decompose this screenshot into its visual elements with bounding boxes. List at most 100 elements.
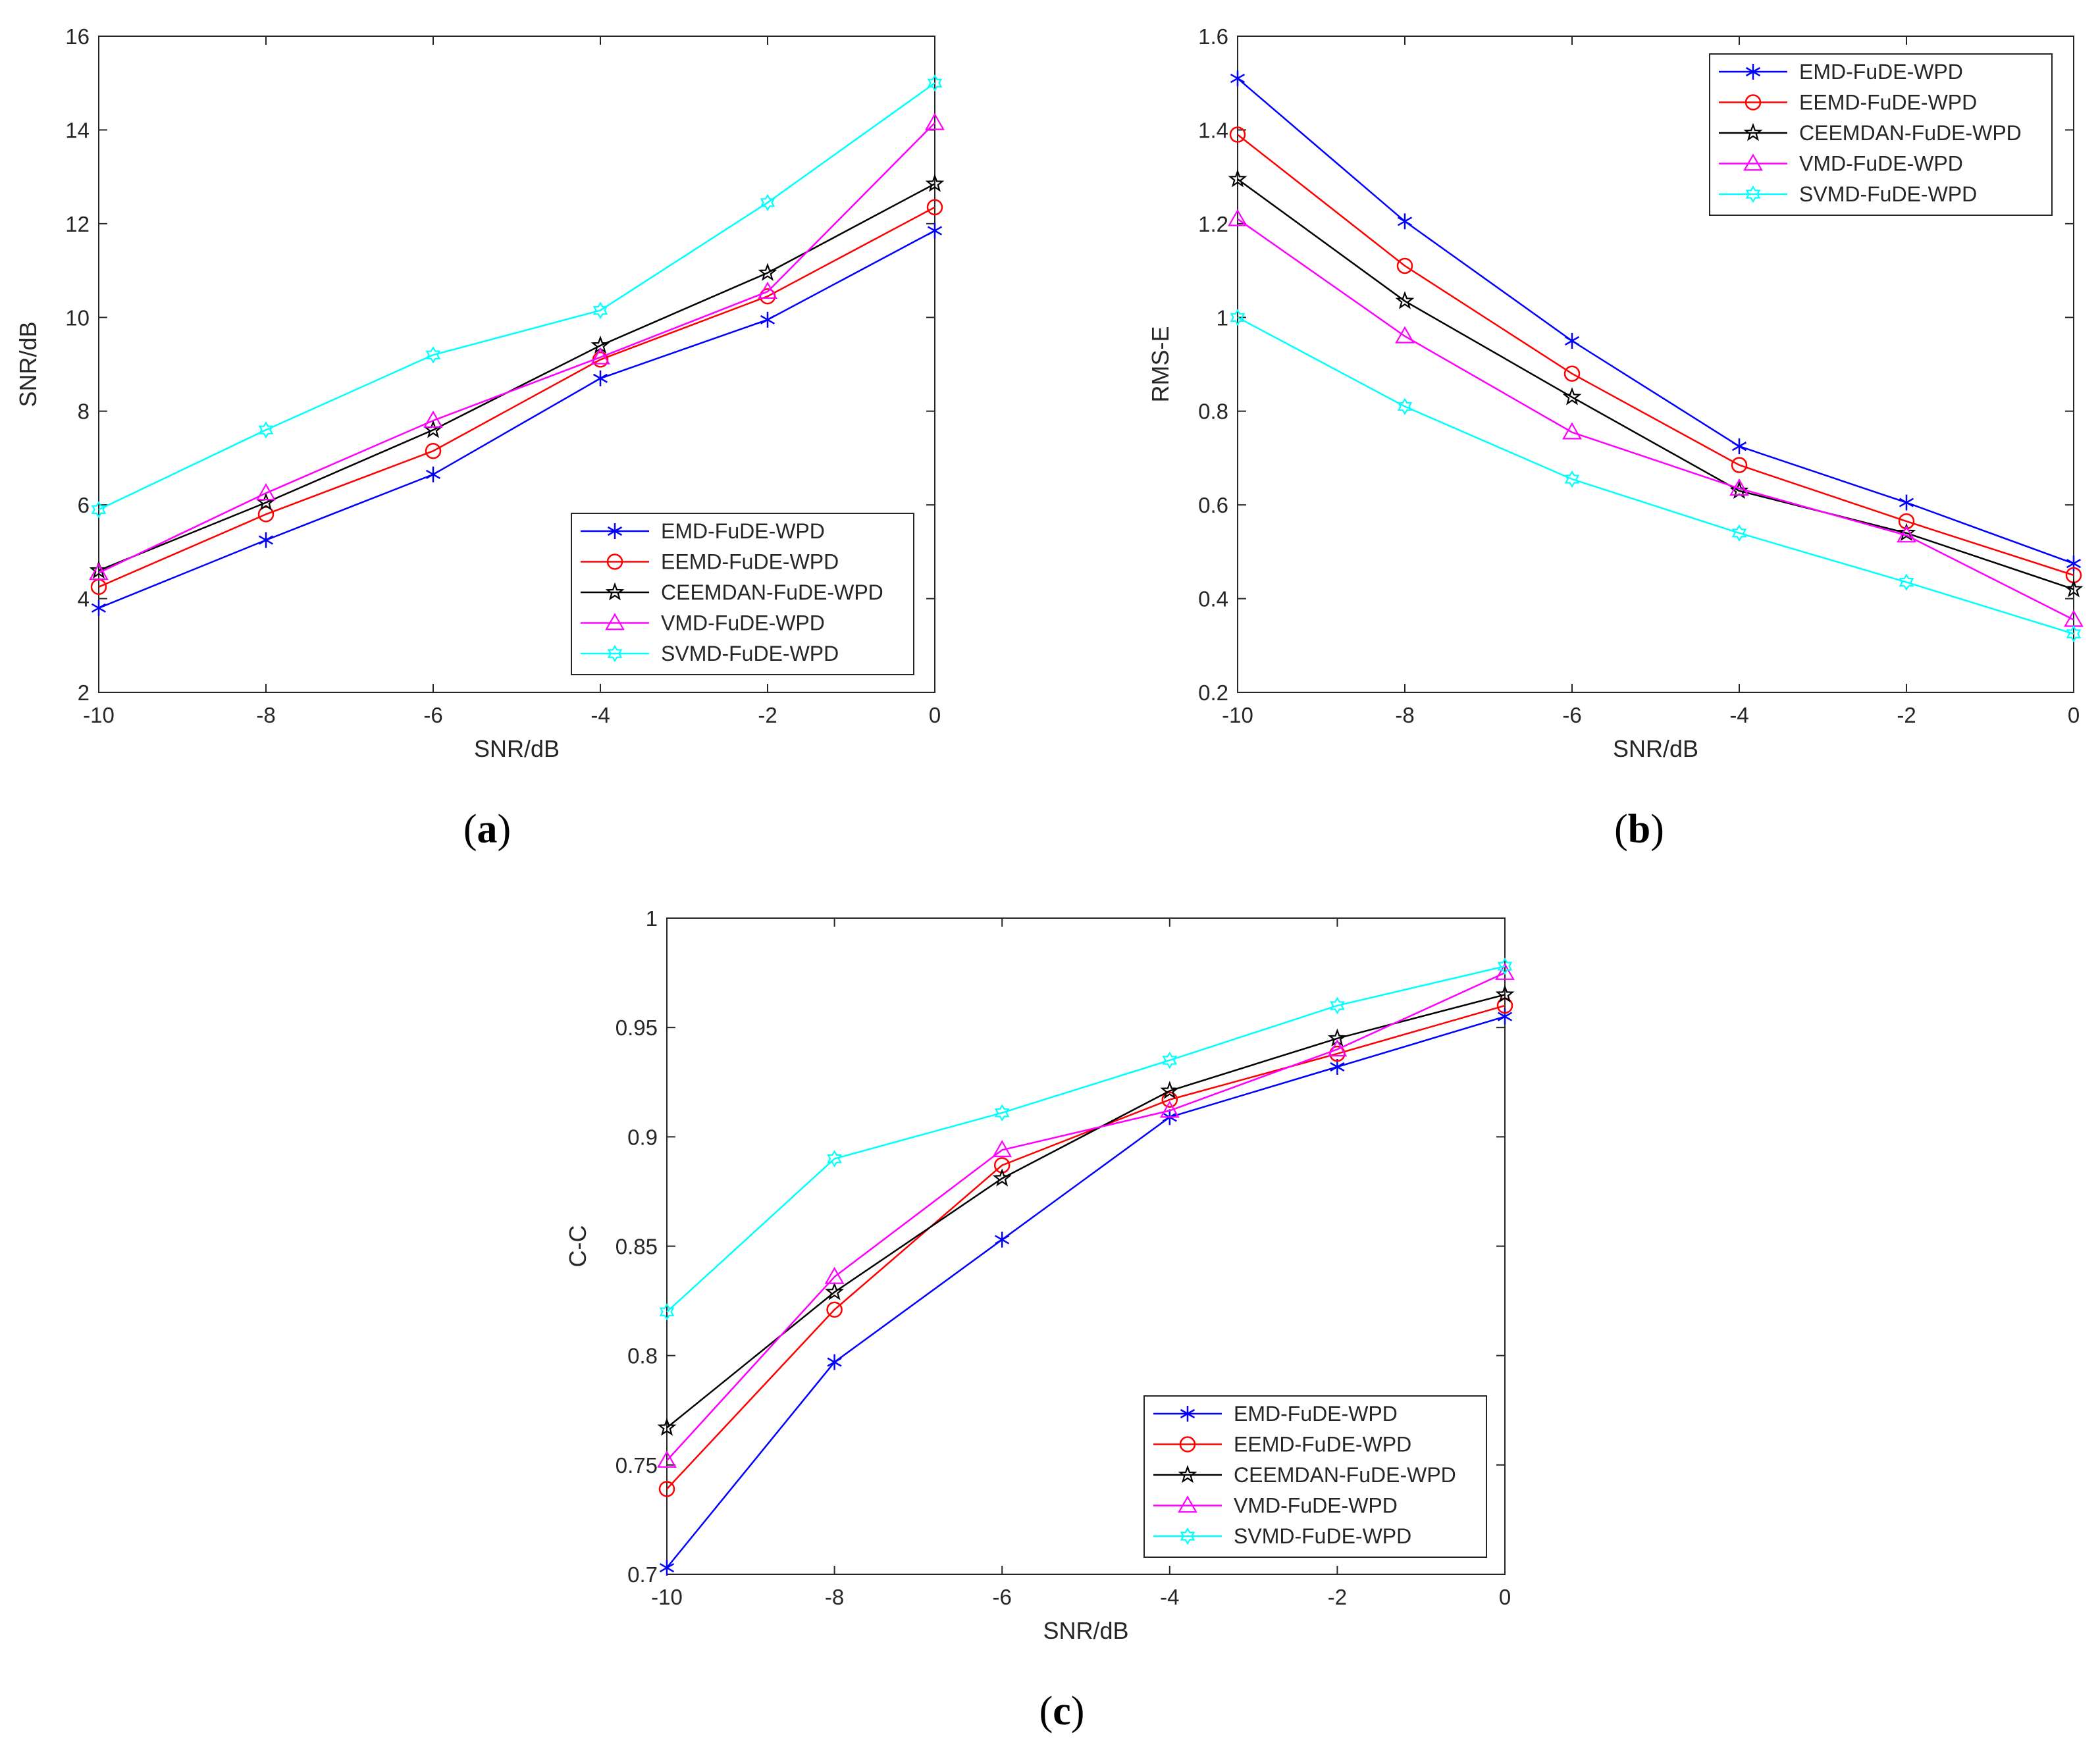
series-line bbox=[666, 971, 1506, 1462]
data-point bbox=[657, 1418, 677, 1436]
y-tick-label: 12 bbox=[65, 212, 90, 236]
data-point bbox=[1160, 1081, 1180, 1099]
data-point bbox=[1899, 494, 1914, 511]
y-tick-label: 0.8 bbox=[1198, 399, 1228, 424]
data-point bbox=[1397, 213, 1413, 230]
legend-label: EEMD-FuDE-WPD bbox=[1799, 91, 1977, 115]
data-point bbox=[1562, 387, 1582, 405]
legend-marker bbox=[605, 613, 625, 631]
y-tick-label: 16 bbox=[65, 24, 90, 49]
data-point bbox=[758, 263, 777, 281]
x-axis-label: SNR/dB bbox=[1043, 1617, 1128, 1644]
legend: EMD-FuDE-WPD EEMD-FuDE-WPD CEEMDAN-FuDE-WP… bbox=[571, 513, 914, 675]
y-tick-label: 0.4 bbox=[1198, 587, 1228, 611]
y-tick-label: 2 bbox=[78, 681, 90, 705]
x-tick-label: -4 bbox=[1160, 1585, 1179, 1609]
data-point bbox=[1396, 257, 1413, 274]
data-point bbox=[659, 1560, 675, 1576]
legend-label: EMD-FuDE-WPD bbox=[661, 519, 825, 543]
legend-marker bbox=[1743, 122, 1763, 142]
data-point bbox=[1731, 438, 1747, 455]
y-tick-label: 1 bbox=[646, 906, 658, 931]
data-point bbox=[1495, 962, 1515, 980]
legend-label: SVMD-FuDE-WPD bbox=[1234, 1524, 1411, 1548]
y-tick-label: 0.6 bbox=[1198, 493, 1228, 517]
y-tick-label: 0.95 bbox=[616, 1016, 658, 1040]
series-line bbox=[666, 1016, 1506, 1568]
data-point bbox=[425, 466, 441, 482]
y-tick-label: 8 bbox=[78, 399, 90, 424]
legend-marker bbox=[1745, 185, 1761, 203]
x-tick-label: -4 bbox=[1729, 703, 1748, 727]
data-point bbox=[927, 222, 943, 239]
data-point bbox=[425, 442, 442, 459]
chart-panel-c: -10 -8 -6 -4 -2 0 0.7 0.75 0.8 0.85 0.9 0.95 1 SNR/dB… bbox=[564, 906, 1515, 1734]
legend-marker bbox=[1745, 94, 1762, 111]
legend-label: CEEMDAN-FuDE-WPD bbox=[661, 580, 883, 604]
y-tick-label: 0.85 bbox=[616, 1235, 658, 1259]
legend-entry: EEMD-FuDE-WPD bbox=[581, 550, 839, 574]
legend-marker bbox=[607, 523, 623, 539]
x-tick-label: -8 bbox=[1395, 703, 1414, 727]
data-point bbox=[992, 1140, 1012, 1158]
data-point bbox=[2066, 625, 2082, 643]
data-point bbox=[1563, 365, 1581, 382]
series-line bbox=[98, 230, 935, 609]
series-line bbox=[98, 122, 935, 574]
x-tick-label: -4 bbox=[591, 703, 610, 727]
legend-label: EEMD-FuDE-WPD bbox=[1234, 1433, 1411, 1456]
x-tick-label: -6 bbox=[993, 1585, 1012, 1609]
legend-entry: SVMD-FuDE-WPD bbox=[1719, 182, 1977, 206]
series-vmd-fude-wpd bbox=[1228, 209, 2084, 627]
y-axis-label: C-C bbox=[564, 1225, 591, 1268]
legend-marker bbox=[1180, 1527, 1195, 1545]
legend-entry: VMD-FuDE-WPD bbox=[1719, 152, 1963, 176]
y-tick-label: 1.2 bbox=[1198, 212, 1228, 236]
data-point bbox=[258, 421, 274, 439]
x-axis-label: SNR/dB bbox=[1613, 735, 1698, 762]
x-tick-label: 0 bbox=[929, 703, 941, 727]
data-point bbox=[2064, 579, 2084, 598]
chart-panel-a: -10 -8 -6 -4 -2 0 2 4 6 8 10 12 14 16 SNR/dB SNR/dB EMD-… bbox=[14, 24, 945, 852]
x-tick-label: -6 bbox=[1562, 703, 1581, 727]
data-point bbox=[995, 1231, 1010, 1248]
series-line bbox=[1237, 134, 2074, 577]
data-point bbox=[659, 1303, 675, 1321]
legend-marker bbox=[607, 644, 623, 663]
data-point bbox=[1327, 1039, 1348, 1057]
legend-label: CEEMDAN-FuDE-WPD bbox=[1234, 1463, 1456, 1487]
data-point bbox=[1161, 1091, 1178, 1108]
series-emd-fude-wpd bbox=[91, 222, 943, 616]
y-tick-label: 0.7 bbox=[627, 1562, 658, 1587]
y-axis-label: SNR/dB bbox=[14, 321, 41, 407]
series-emd-fude-wpd bbox=[1230, 70, 2082, 572]
series-ceemdan-fude-wpd bbox=[1228, 168, 2084, 598]
data-point bbox=[1562, 422, 1582, 440]
data-point bbox=[257, 506, 275, 523]
data-point bbox=[1230, 70, 1246, 87]
data-point bbox=[1495, 985, 1515, 1003]
legend-label: EMD-FuDE-WPD bbox=[1799, 60, 1963, 84]
legend-box bbox=[1143, 1395, 1487, 1558]
x-tick-label: -10 bbox=[1222, 703, 1253, 727]
data-point bbox=[1899, 573, 1914, 591]
x-tick-label: -8 bbox=[825, 1585, 844, 1609]
series-svmd-fude-wpd bbox=[659, 957, 1513, 1321]
legend-marker bbox=[1743, 153, 1763, 171]
legend: EMD-FuDE-WPD EEMD-FuDE-WPD CEEMDAN-FuDE-WP… bbox=[1143, 1395, 1487, 1558]
y-tick-label: 0.9 bbox=[627, 1125, 658, 1149]
legend-entry: VMD-FuDE-WPD bbox=[581, 611, 825, 635]
y-tick-label: 0.8 bbox=[627, 1344, 658, 1368]
panel-caption: (a) bbox=[463, 807, 511, 852]
legend-label: VMD-FuDE-WPD bbox=[1799, 152, 1963, 176]
data-point bbox=[825, 1282, 844, 1301]
series-line bbox=[98, 206, 935, 588]
data-point bbox=[1397, 398, 1413, 415]
legend-box bbox=[1709, 53, 2053, 216]
data-point bbox=[1897, 523, 1916, 542]
x-tick-label: -10 bbox=[651, 1585, 683, 1609]
legend-label: EEMD-FuDE-WPD bbox=[661, 550, 839, 574]
series-vmd-fude-wpd bbox=[657, 962, 1515, 1468]
data-point bbox=[827, 1150, 842, 1168]
